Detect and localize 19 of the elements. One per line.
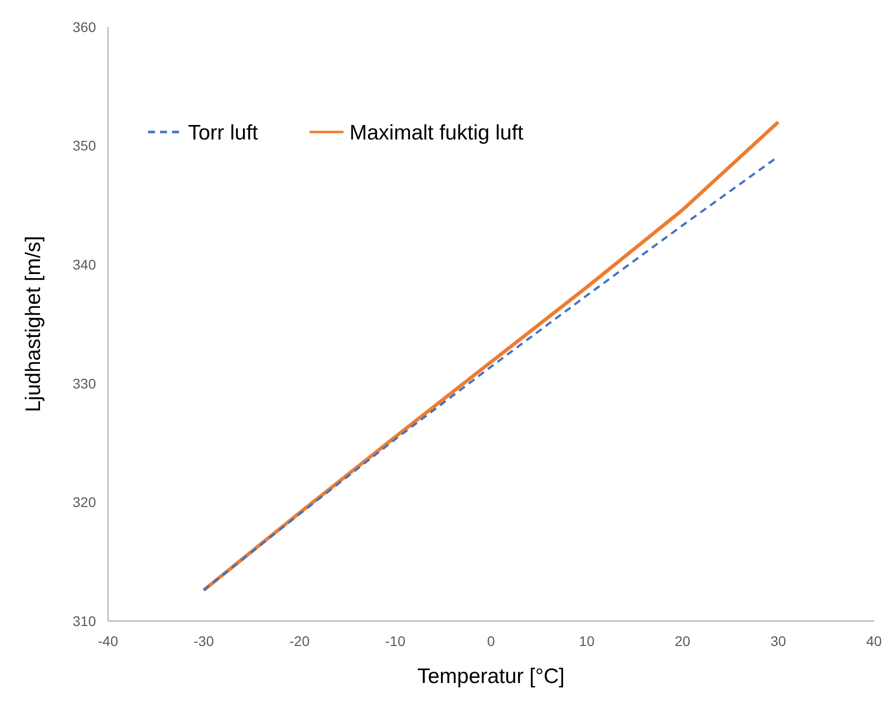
x-tick-label: 40 (866, 633, 882, 649)
y-tick-label: 320 (72, 494, 96, 510)
y-tick-label: 310 (72, 612, 96, 629)
x-tick-label: 30 (770, 633, 786, 649)
y-tick-label: 330 (72, 375, 96, 392)
legend-label: Torr luft (188, 121, 258, 144)
legend-label: Maximalt fuktig luft (350, 121, 524, 144)
y-tick-label: 350 (72, 138, 96, 154)
x-tick-label: -20 (289, 633, 310, 649)
x-tick-label: -30 (194, 633, 214, 649)
x-tick-label: 0 (487, 633, 496, 649)
x-tick-label: -40 (98, 633, 118, 649)
y-axis-title: Ljudhastighet [m/s] (22, 236, 45, 412)
x-tick-label: 10 (578, 633, 595, 649)
y-tick-label: 340 (72, 256, 96, 272)
x-tick-label: 20 (674, 633, 690, 649)
x-axis-title: Temperatur [°C] (417, 665, 565, 688)
x-tick-label: -10 (385, 633, 406, 649)
y-tick-label: 360 (72, 18, 96, 35)
